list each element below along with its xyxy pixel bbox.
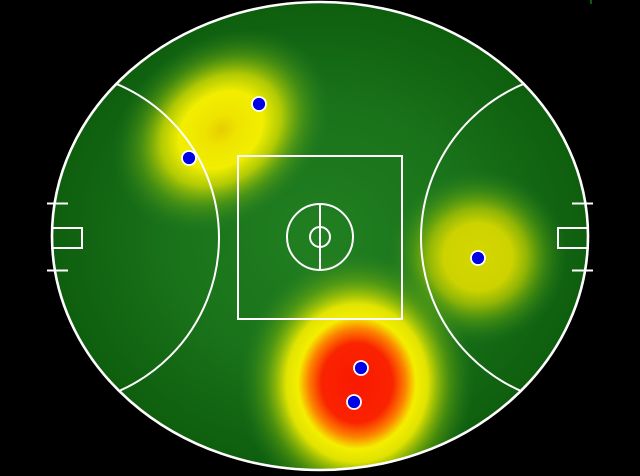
- fifty-metre-arc-layer: [52, 70, 588, 406]
- boundary-line: [50, 0, 590, 472]
- data-points: [181, 96, 486, 410]
- data-point-marker-2: [470, 250, 486, 266]
- heat-spot-bottom-hot-cluster: [239, 251, 475, 470]
- fifty-metre-arc-right: [420, 70, 588, 406]
- data-point-marker-3: [353, 360, 369, 376]
- data-point-marker-0: [251, 96, 267, 112]
- data-point-marker-4: [346, 394, 362, 410]
- fifty-metre-arc-left: [52, 70, 220, 406]
- centre-square: [237, 155, 403, 320]
- data-point-marker-1: [181, 150, 197, 166]
- heat-spot-upper-left-cluster: [111, 27, 331, 233]
